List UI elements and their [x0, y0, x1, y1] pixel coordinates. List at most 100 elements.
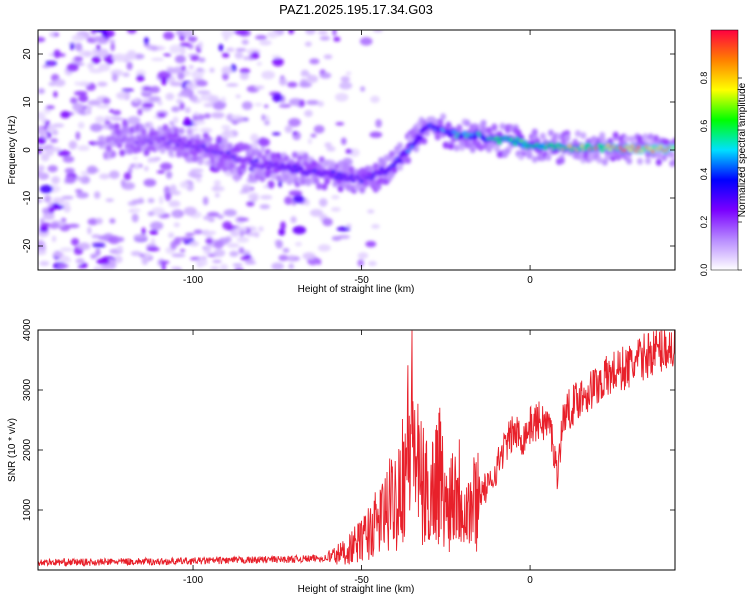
heatmap-cell — [294, 242, 303, 247]
heatmap-cell — [271, 54, 281, 59]
heatmap-cell — [477, 144, 484, 152]
heatmap-cell — [229, 250, 239, 257]
heatmap-cell — [319, 72, 332, 79]
heatmap-cell — [179, 102, 185, 111]
heatmap-cell — [42, 64, 51, 68]
heatmap-cell — [321, 183, 328, 191]
heatmap-cell — [280, 101, 286, 105]
heatmap-cell — [190, 168, 204, 173]
heatmap-cell — [655, 150, 662, 158]
heatmap-cell — [661, 154, 668, 162]
heatmap-cell — [418, 136, 423, 140]
heatmap-cell — [340, 76, 351, 83]
heatmap-cell — [564, 134, 571, 142]
heatmap-cell — [359, 37, 373, 46]
heatmap-cell — [271, 132, 281, 136]
heatmap-cell — [203, 250, 213, 255]
heatmap-cell — [271, 262, 285, 270]
heatmap-cell — [111, 54, 123, 62]
heatmap-cell — [672, 138, 675, 146]
heatmap-cell — [163, 31, 175, 40]
heatmap-cell — [174, 55, 186, 64]
heatmap-cell — [234, 51, 244, 60]
heatmap-cell — [111, 73, 118, 82]
heatmap-cell — [221, 66, 233, 75]
heatmap-cell — [258, 138, 271, 147]
heatmap-cell — [531, 128, 538, 136]
heatmap-cell — [87, 99, 102, 106]
heatmap-cell — [156, 170, 166, 174]
heatmap-cell — [219, 143, 226, 151]
x-tick-label: 0 — [527, 275, 533, 286]
heatmap-cell — [255, 35, 267, 40]
colorbar-tick-label: 0.2 — [699, 216, 709, 229]
heatmap-cell — [141, 227, 146, 236]
heatmap-cell — [256, 169, 263, 177]
heatmap-cell — [526, 151, 533, 159]
heatmap-cell — [143, 37, 149, 45]
heatmap-cell — [316, 182, 323, 190]
heatmap-cell — [531, 155, 538, 163]
heatmap-cell — [140, 141, 146, 145]
heatmap-cell — [122, 72, 130, 78]
heatmap-cell — [64, 167, 75, 174]
heatmap-cell — [214, 193, 220, 198]
heatmap-cell — [91, 56, 101, 64]
heatmap-cell — [96, 258, 110, 265]
heatmap-cell — [148, 95, 161, 103]
heatmap-cell — [52, 202, 60, 210]
heatmap-cell — [157, 112, 166, 118]
heatmap-cell — [147, 197, 155, 204]
heatmap-cell — [146, 144, 153, 152]
heatmap-cell — [264, 171, 271, 179]
heatmap-cell — [241, 39, 249, 45]
heatmap-cell — [367, 260, 377, 267]
heatmap-cell — [278, 103, 292, 108]
heatmap-cell — [371, 224, 380, 229]
heatmap-cell — [591, 135, 598, 143]
heatmap-cell — [172, 116, 179, 124]
heatmap-cell — [171, 253, 186, 258]
heatmap-cell — [171, 190, 181, 196]
heatmap-cell — [234, 267, 244, 270]
heatmap-cell — [596, 156, 603, 164]
heatmap-cell — [313, 177, 320, 185]
heatmap-cell — [286, 176, 293, 184]
heatmap-cell — [346, 223, 352, 229]
heatmap-cell — [208, 95, 220, 104]
spectrogram-y-axis-label: Frequency (Hz) — [7, 116, 18, 185]
heatmap-cell — [496, 140, 502, 145]
heatmap-cell — [272, 57, 284, 67]
heatmap-cell — [211, 112, 225, 119]
heatmap-cell — [39, 218, 45, 223]
heatmap-cell — [92, 48, 97, 56]
heatmap-cell — [672, 158, 675, 166]
heatmap-cell — [104, 120, 111, 125]
heatmap-cell — [116, 91, 130, 100]
heatmap-cell — [604, 153, 611, 161]
heatmap-cell — [38, 148, 43, 155]
x-tick-label: -50 — [354, 275, 369, 286]
heatmap-cell — [126, 50, 137, 59]
heatmap-cell — [52, 123, 65, 128]
heatmap-cell — [452, 130, 457, 134]
heatmap-cell — [367, 165, 374, 173]
heatmap-cell — [186, 155, 193, 163]
heatmap-cell — [50, 138, 59, 143]
heatmap-cell — [440, 113, 447, 121]
heatmap-cell — [242, 56, 251, 61]
heatmap-cell — [120, 179, 126, 187]
heatmap-cell — [291, 201, 297, 206]
heatmap-cell — [132, 146, 139, 154]
heatmap-cell — [307, 138, 312, 145]
heatmap-cell — [499, 122, 506, 130]
heatmap-cell — [304, 199, 310, 206]
heatmap-cell — [290, 216, 297, 224]
heatmap-cell — [244, 261, 257, 265]
heatmap-cell — [38, 239, 45, 247]
heatmap-cell — [179, 248, 186, 253]
heatmap-cell — [126, 30, 137, 34]
heatmap-cell — [636, 135, 643, 143]
heatmap-cell — [144, 122, 149, 127]
